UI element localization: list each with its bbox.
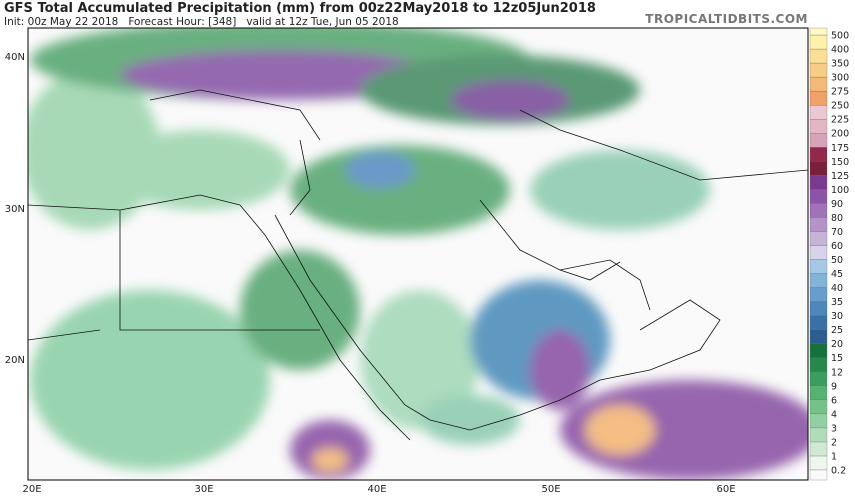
colorbar-band: [809, 48, 828, 64]
lon-label: 20E: [22, 484, 41, 495]
colorbar-label: 2: [831, 437, 837, 448]
colorbar-band: [809, 34, 828, 50]
colorbar-label: 3: [831, 423, 837, 434]
colorbar-label: 200: [831, 129, 849, 140]
colorbar-label: 40: [831, 283, 843, 294]
colorbar-label: 70: [831, 227, 843, 238]
colorbar-label: 0.2: [831, 466, 846, 477]
colorbar-band: [809, 245, 828, 260]
lon-label: 50E: [541, 484, 560, 495]
colorbar-label: 25: [831, 325, 843, 336]
colorbar-band: [809, 62, 828, 78]
colorbar-label: 35: [831, 297, 843, 308]
colorbar-label: 50: [831, 255, 843, 266]
lon-label: 30E: [194, 484, 213, 495]
colorbar-band: [809, 203, 828, 218]
lat-label: 30N: [5, 204, 25, 215]
colorbar-label: 275: [831, 87, 849, 98]
source: TROPICALTIDBITS.COM: [645, 12, 808, 26]
colorbar-band: [809, 231, 828, 246]
lat-label: 40N: [5, 52, 25, 63]
colorbar-label: 60: [831, 241, 843, 252]
colorbar-label: 125: [831, 171, 849, 182]
colorbar-band: [809, 385, 828, 400]
colorbar-label: 20: [831, 339, 843, 350]
colorbar-label: 350: [831, 59, 849, 70]
colorbar-band: [809, 455, 828, 471]
map-frame: [27, 27, 809, 481]
colorbar-band: [809, 161, 828, 176]
colorbar-label: 45: [831, 269, 843, 280]
lon-label: 40E: [367, 484, 386, 495]
colorbar-band: [809, 273, 828, 288]
colorbar-label: 30: [831, 311, 843, 322]
colorbar-band: [809, 147, 828, 162]
colorbar-band: [809, 175, 828, 190]
colorbar-band: [809, 371, 828, 386]
colorbar-label: 400: [831, 45, 849, 56]
colorbar-band: [809, 357, 828, 372]
colorbar-label: 6: [831, 395, 837, 406]
colorbar-band: [809, 259, 828, 274]
colorbar-label: 1: [831, 451, 837, 462]
colorbar-cap: [809, 27, 828, 36]
colorbar-band: [809, 301, 828, 316]
colorbar-band: [809, 189, 828, 204]
colorbar-band: [809, 413, 828, 429]
colorbar-label: 500: [831, 31, 849, 42]
colorbar-label: 300: [831, 73, 849, 84]
colorbar-band: [809, 105, 828, 120]
colorbar-label: 12: [831, 367, 843, 378]
colorbar-label: 15: [831, 353, 843, 364]
colorbar-label: 250: [831, 101, 849, 112]
colorbar-band: [809, 217, 828, 232]
colorbar-band: [809, 329, 828, 344]
colorbar-band: [809, 133, 828, 148]
colorbar-label: 9: [831, 381, 837, 392]
subtitle: Init: 00z May 22 2018 Forecast Hour: [34…: [4, 16, 399, 28]
colorbar-band: [809, 441, 828, 457]
colorbar: 0.21234691215202530354045506070809010012…: [809, 27, 849, 481]
colorbar-band: [809, 315, 828, 330]
map: [28, 28, 808, 480]
colorbar-label: 4: [831, 409, 837, 420]
lat-label: 20N: [5, 355, 25, 366]
colorbar-band: [809, 399, 828, 415]
colorbar-label: 150: [831, 157, 849, 168]
colorbar-label: 175: [831, 143, 849, 154]
colorbar-band: [809, 90, 828, 106]
colorbar-label: 90: [831, 199, 843, 210]
lon-label: 60E: [716, 484, 735, 495]
colorbar-band: [809, 119, 828, 134]
colorbar-cap: [809, 469, 828, 481]
colorbar-band: [809, 427, 828, 443]
colorbar-band: [809, 287, 828, 302]
title: GFS Total Accumulated Precipitation (mm)…: [4, 1, 596, 16]
colorbar-band: [809, 76, 828, 92]
colorbar-label: 80: [831, 213, 843, 224]
colorbar-label: 100: [831, 185, 849, 196]
colorbar-band: [809, 343, 828, 358]
colorbar-label: 225: [831, 115, 849, 126]
